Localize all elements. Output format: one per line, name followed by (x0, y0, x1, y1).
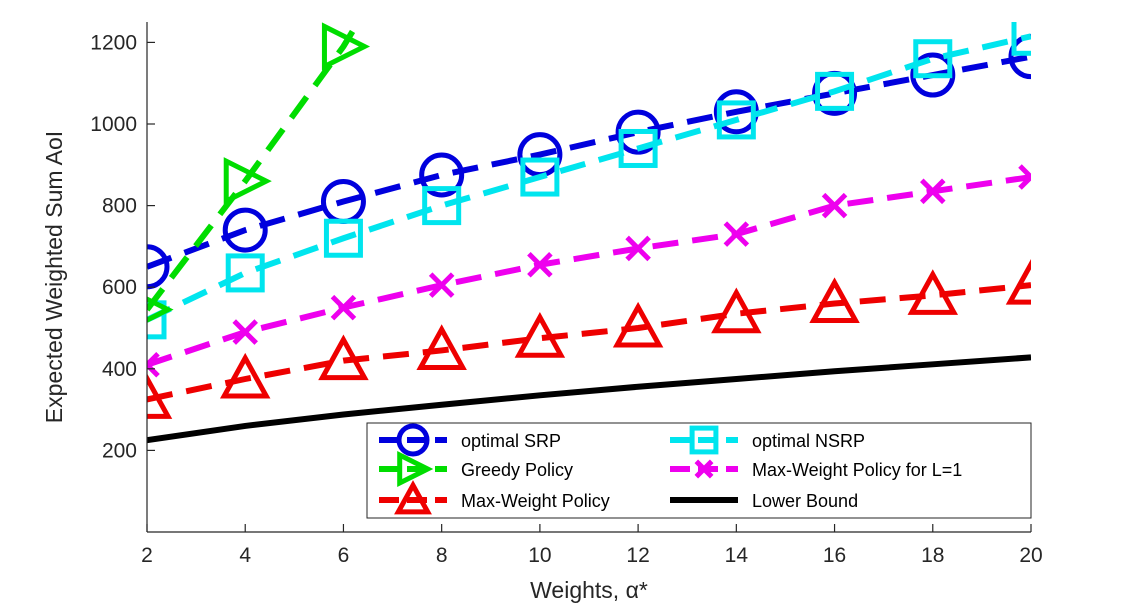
data-point-optimal-nsrp-18 (913, 39, 953, 79)
data-point-optimal-srp-18 (910, 52, 956, 98)
data-point-max-weight-policy-for-l-1-16 (821, 192, 848, 219)
data-point-max-weight-policy-6 (318, 334, 369, 381)
y-tick-label-400: 400 (102, 358, 137, 381)
data-point-optimal-nsrp-4 (225, 253, 265, 293)
legend-label-optimal-nsrp: optimal NSRP (752, 431, 865, 451)
legend-marker-optimal-nsrp (689, 425, 719, 455)
data-point-max-weight-policy-18 (907, 269, 959, 315)
x-tick-label-6: 6 (338, 544, 350, 567)
x-tick-label-14: 14 (725, 544, 749, 567)
legend: optimal SRP optimal NSRP Greedy Policy Max-… (366, 422, 1032, 519)
data-point-optimal-srp-20 (1008, 34, 1031, 80)
y-tick-label-1200: 1200 (90, 31, 137, 54)
y-axis-label: Expected Weighted Sum AoI (41, 131, 67, 423)
legend-entries: optimal SRP optimal NSRP Greedy Policy Max-… (379, 423, 962, 515)
legend-entry-max-weight-policy-for-l-1: Max-Weight Policy for L=1 (670, 459, 962, 480)
legend-entry-lower-bound: Lower Bound (670, 491, 858, 511)
x-axis-label: Weights, α* (530, 577, 648, 603)
x-tick-label-10: 10 (528, 544, 551, 567)
data-point-max-weight-policy-for-l-1-6 (330, 294, 357, 321)
series-lower-bound (147, 354, 1031, 444)
series-line-optimal-srp (147, 53, 1031, 270)
data-point-max-weight-policy-for-l-1-8 (428, 272, 455, 298)
ticks-layer: 2 4 6 8 10 12 14 16 18 20 200 400 600 800 1000 1200 (90, 31, 1042, 567)
data-point-optimal-nsrp-20 (1011, 22, 1031, 56)
plot-axes (146, 22, 1031, 533)
legend-marker-greedy-policy (397, 450, 434, 488)
legend-label-max-weight-policy: Max-Weight Policy (461, 491, 610, 511)
series-line-optimal-nsrp (147, 33, 1031, 323)
x-tick-label-8: 8 (436, 544, 448, 567)
data-point-max-weight-policy-14 (711, 287, 762, 334)
data-point-max-weight-policy-10 (514, 312, 566, 358)
data-point-max-weight-policy-4 (219, 352, 271, 399)
data-point-max-weight-policy-12 (612, 301, 664, 348)
data-point-greedy-policy-6 (321, 22, 371, 71)
legend-entry-optimal-nsrp: optimal NSRP (670, 425, 865, 455)
series-line-max-weight-policy (147, 282, 1031, 403)
data-point-greedy-policy-4 (223, 157, 272, 206)
data-point-optimal-nsrp-6 (323, 218, 363, 258)
y-tick-label-1000: 1000 (90, 113, 137, 136)
data-point-max-weight-policy-for-l-1-4 (232, 319, 258, 345)
legend-entry-greedy-policy: Greedy Policy (379, 450, 573, 488)
data-point-optimal-nsrp-2 (147, 300, 167, 340)
series-line-lower-bound (147, 354, 1031, 444)
data-point-optimal-srp-8 (419, 152, 465, 198)
legend-entry-optimal-srp: optimal SRP (379, 423, 561, 457)
data-point-max-weight-policy-8 (416, 324, 467, 370)
data-point-max-weight-policy-for-l-1-10 (527, 251, 553, 278)
data-point-max-weight-policy-for-l-1-20 (1018, 164, 1031, 190)
y-tick-label-800: 800 (102, 195, 137, 218)
x-tick-label-18: 18 (921, 544, 944, 567)
data-point-optimal-nsrp-16 (815, 71, 855, 111)
legend-marker-max-weight-policy (394, 480, 432, 515)
data-point-optimal-nsrp-12 (618, 128, 658, 168)
series-greedy-policy (147, 0, 394, 323)
legend-label-max-weight-policy-for-l-1: Max-Weight Policy for L=1 (752, 460, 962, 480)
series-line-max-weight-policy-for-l-1 (147, 174, 1031, 368)
legend-marker-optimal-srp (396, 423, 430, 457)
data-point-optimal-srp-2 (147, 244, 170, 290)
data-point-greedy-policy-2 (147, 296, 174, 323)
data-point-optimal-srp-4 (222, 207, 268, 253)
legend-label-optimal-srp: optimal SRP (461, 431, 561, 451)
legend-label-greedy-policy: Greedy Policy (461, 460, 573, 480)
series-optimal-nsrp (147, 22, 1031, 340)
x-tick-label-20: 20 (1019, 544, 1042, 567)
data-point-max-weight-policy-16 (809, 277, 860, 324)
data-point-max-weight-policy-for-l-1-18 (920, 178, 946, 205)
x-tick-label-2: 2 (141, 544, 153, 567)
x-tick-label-12: 12 (626, 544, 649, 567)
series-max-weight-policy-for-l-1 (147, 164, 1031, 378)
legend-label-lower-bound: Lower Bound (752, 491, 858, 511)
series-layer (147, 0, 1031, 444)
data-point-max-weight-policy-for-l-1-12 (625, 235, 651, 262)
legend-entry-max-weight-policy: Max-Weight Policy (379, 480, 610, 515)
data-point-optimal-nsrp-14 (716, 100, 756, 140)
data-point-optimal-srp-12 (615, 109, 661, 155)
data-point-max-weight-policy-for-l-1-2 (147, 351, 160, 378)
legend-marker-max-weight-policy-for-l-1 (694, 459, 714, 479)
series-max-weight-policy (147, 258, 1031, 419)
y-tick-label-200: 200 (102, 439, 137, 462)
data-point-optimal-nsrp-10 (520, 157, 560, 197)
data-point-max-weight-policy-20 (1005, 258, 1031, 305)
y-tick-label-600: 600 (102, 276, 137, 299)
data-point-optimal-nsrp-8 (422, 186, 462, 226)
data-point-greedy-policy-6.6 (354, 0, 394, 18)
data-point-max-weight-policy-for-l-1-14 (723, 221, 750, 247)
x-tick-label-4: 4 (239, 544, 251, 567)
series-line-greedy-policy (147, 22, 362, 312)
x-tick-label-16: 16 (823, 544, 846, 567)
data-point-max-weight-policy-2 (147, 373, 173, 419)
